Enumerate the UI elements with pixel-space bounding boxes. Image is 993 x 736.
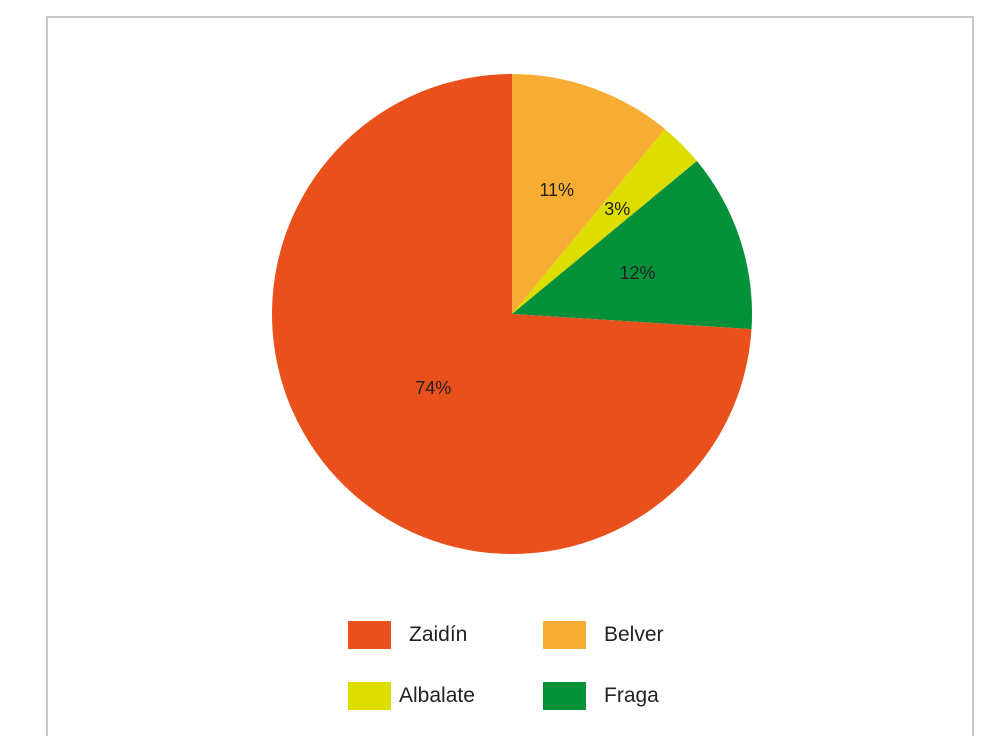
pie-slice-fraga (512, 161, 752, 330)
pie-slice-belver (512, 74, 665, 314)
data-label-zaid-n: 74% (415, 378, 451, 398)
data-label-albalate: 3% (604, 199, 630, 219)
data-label-fraga: 12% (620, 263, 656, 283)
pie-slice-zaid-n (272, 74, 752, 554)
pie-slice-albalate (512, 129, 697, 314)
data-label-belver: 11% (539, 180, 574, 200)
